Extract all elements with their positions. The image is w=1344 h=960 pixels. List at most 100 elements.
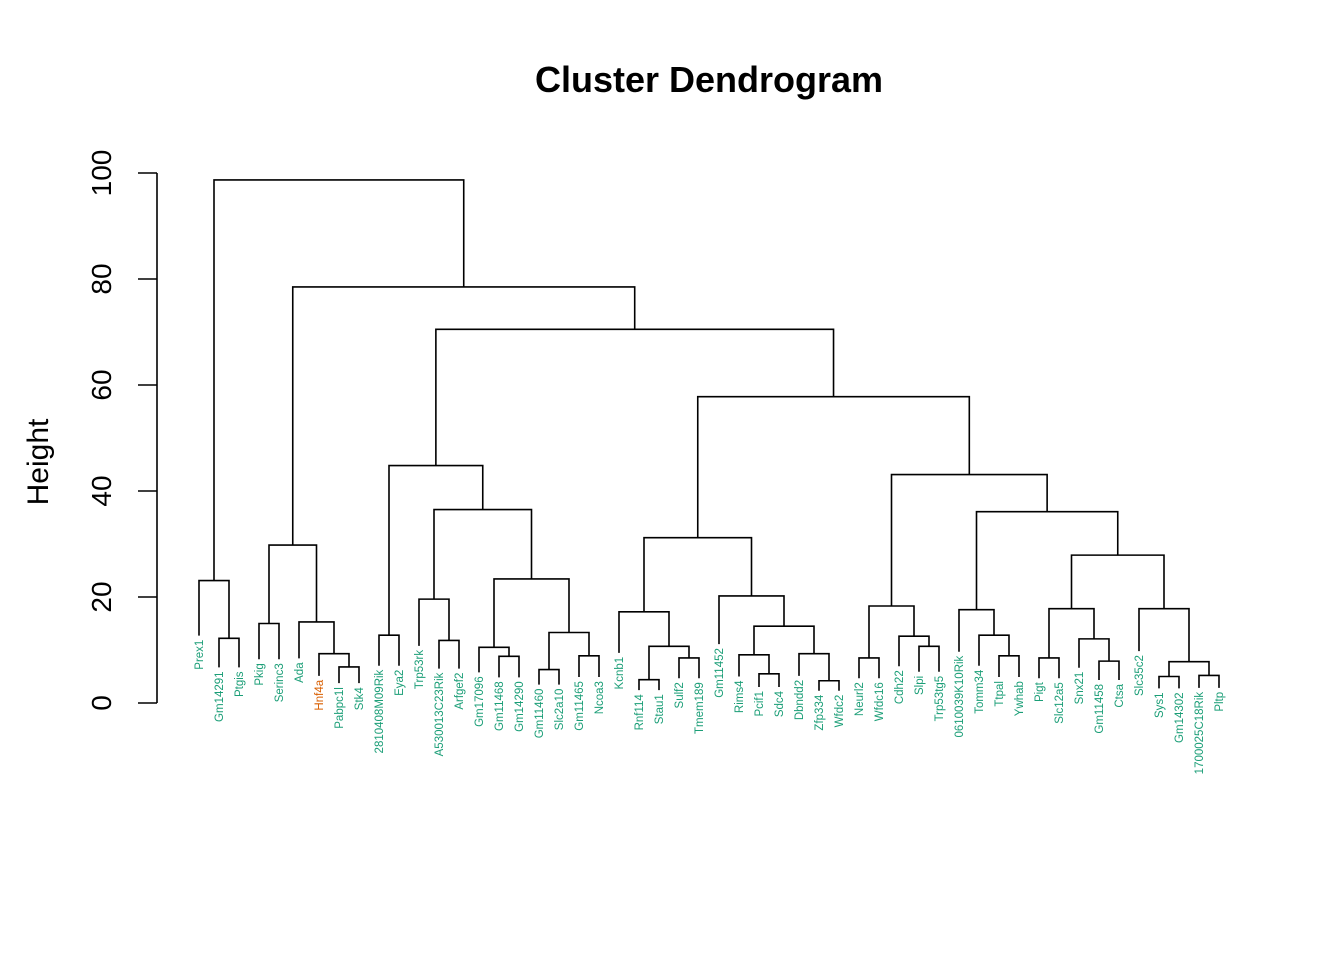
leaf-label: Serinc3 [274,663,286,702]
leaf-label: 1700025C18Rik [1194,692,1206,775]
leaf-label: Wfdc2 [834,695,846,728]
branch-m10 [418,598,450,646]
branch-m25 [818,679,840,691]
leaf-label: 0610039K10Rik [954,655,966,737]
leaf-labels: Prex1 Gm14291 Ptgis Pkig Serinc3 Ada Hnf4a Pabp… [194,640,1226,775]
leaf-label: Gm11468 [494,681,506,731]
branch-m32 [898,635,930,667]
branch-m28 [718,595,785,645]
branch-m34 [998,655,1020,678]
branch-m44 [1138,607,1190,662]
leaf-label: Wfdc16 [874,682,886,721]
leaf-label: Gm11465 [574,681,586,731]
leaf-label: Snx21 [1074,672,1086,705]
leaf-label: Neurl2 [854,682,866,716]
leaf-label: Ctsa [1114,683,1126,707]
branch-m33 [868,605,915,658]
y-tick-label: 20 [86,581,117,612]
branch-m1 [218,637,240,668]
branch-m51 [213,179,465,581]
leaf-label: Ttpal [994,681,1006,707]
leaf-label: Eya2 [394,670,406,696]
y-tick-label: 60 [86,369,117,400]
branch-m37 [1098,660,1120,680]
y-tick-label: 80 [86,263,117,294]
leaf-label: Sys1 [1154,692,1166,718]
branch-m14 [578,655,600,678]
leaf-label: Ada [294,662,306,683]
branch-m47 [890,473,1048,607]
leaf-label: Pltp [1214,692,1226,712]
leaf-label: Pigt [1034,681,1046,702]
leaf-label: Ncoa3 [594,681,606,714]
leaf-label: Dbndd2 [794,680,806,720]
dendrogram-branches [198,179,1220,691]
leaf-label: Rims4 [734,680,746,713]
branch-m11 [498,655,520,678]
leaf-label: Sdc4 [774,690,786,717]
leaf-label: Trp53tg5 [934,676,946,722]
leaf-label: Gm11460 [534,689,546,739]
leaf-label: Sulf2 [674,682,686,708]
branch-m42 [1198,674,1220,688]
branch-m46 [975,510,1119,610]
branch-m12 [478,646,510,673]
leaf-label: Hnf4a [314,679,326,710]
leaf-label: Trp53rk [414,650,426,689]
y-tick-label: 100 [86,150,117,197]
leaf-label: Rnf114 [634,694,646,731]
branch-m30 [858,657,880,679]
branch-m9 [438,639,460,669]
branch-m16 [493,578,570,648]
leaf-label: Slpi [914,676,926,695]
leaf-label: Slc12a5 [1054,682,1066,724]
branch-m41 [1158,675,1180,689]
branch-m20 [678,657,700,679]
leaf-label: Tmem189 [694,682,706,734]
branch-m21 [648,645,690,680]
branch-m48 [696,395,971,538]
leaf-label: 2810408M09Rik [374,669,386,753]
leaf-label: A530013C23Rik [434,672,446,756]
branch-m8 [378,634,400,666]
leaf-label: Kcnb1 [614,657,626,690]
leaf-label: Pabpc1l [334,687,346,729]
branch-m27 [753,625,815,655]
y-tick-label: 40 [86,475,117,506]
branch-m2 [198,579,230,639]
leaf-label: Gm14302 [1174,692,1186,743]
leaf-label: Gm14290 [514,681,526,732]
y-axis-label: Height [22,418,55,505]
branch-m5 [318,652,350,676]
branch-m13 [538,668,560,685]
leaf-label: Stk4 [354,687,366,711]
branch-m18 [388,464,484,636]
leaf-label: Zfp334 [814,694,826,730]
branch-m50 [291,286,636,546]
branch-m39 [1038,657,1060,679]
leaf-label: Tomm34 [974,669,986,714]
leaf-label: Gm11458 [1094,684,1106,734]
branch-m43 [1168,660,1210,677]
branch-m4 [338,666,360,684]
leaf-label: Gm14291 [214,671,226,722]
leaf-label: Prex1 [194,640,206,670]
leaf-label: Ptgis [234,671,246,697]
y-tick-label: 0 [86,695,117,711]
branch-m29 [643,536,753,612]
y-axis: 0 20 40 60 80 100 [86,150,158,711]
leaf-label: Pcif1 [754,691,766,717]
branch-m3 [258,622,280,660]
leaf-label: Ywhab [1014,681,1026,716]
leaf-label: Slc2a10 [554,689,566,731]
leaf-label: Stau1 [654,694,666,724]
leaf-label: Arfgef2 [454,673,466,710]
branch-m17 [433,508,533,600]
leaf-label: Cdh22 [894,670,906,704]
branch-m40 [1048,607,1095,658]
leaf-label: Pkig [254,663,266,685]
branch-m35 [978,634,1010,666]
branch-m36 [958,608,995,652]
leaf-label: Gm11452 [714,648,726,698]
